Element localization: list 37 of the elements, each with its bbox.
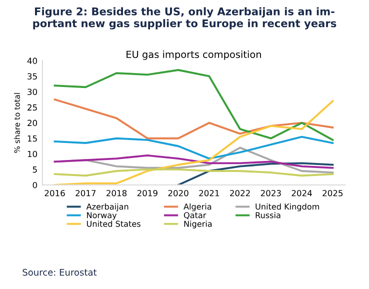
legend-label: United Kingdom [256,203,320,212]
legend-label: Algeria [184,203,212,212]
x-tick-label: 2018 [106,190,127,196]
y-tick-label: 20 [28,120,38,126]
chart-title: Figure 2: Besides the US, only Azerbaijan is an im- portant new gas supplier to Europe in recent years [33,7,336,30]
line-series [54,154,334,169]
line-series [54,136,334,160]
x-tick-label: 2025 [322,190,343,196]
y-tick-label: 5 [32,166,37,173]
x-tick-label: 2019 [137,190,158,196]
x-tick-label: 2021 [199,190,219,196]
x-tick-label: 2017 [76,190,96,196]
y-tick-label: 35 [28,73,37,80]
x-tick-label: 2024 [292,190,312,196]
y-tick-label: 10 [28,150,38,158]
legend-label: Azerbaijan [86,203,128,212]
line-series [54,69,334,141]
legend-label: Russia [256,212,280,218]
y-tick-label: 40 [27,58,38,64]
legend-label: Nigeria [184,220,212,228]
x-tick-label: 2022 [230,190,250,196]
line-series [54,100,334,185]
chart-subtitle: EU gas imports composition [126,50,261,60]
legend-label: United States [86,220,140,227]
legend-label: Norway [87,212,117,220]
y-tick-label: 25 [28,104,37,111]
x-tick-label: 2023 [260,190,281,196]
line-series [177,162,334,185]
x-tick-label: 2020 [168,190,188,196]
y-tick-label: 15 [28,135,37,142]
y-tick-label: 0 [32,182,38,188]
y-tick-label: 30 [28,88,38,96]
source-note: Source: Eurostat [22,268,97,276]
line-series [54,98,334,140]
legend-label: Qatar [184,212,206,220]
x-tick-label: 2016 [44,190,65,196]
line-series [54,168,334,177]
